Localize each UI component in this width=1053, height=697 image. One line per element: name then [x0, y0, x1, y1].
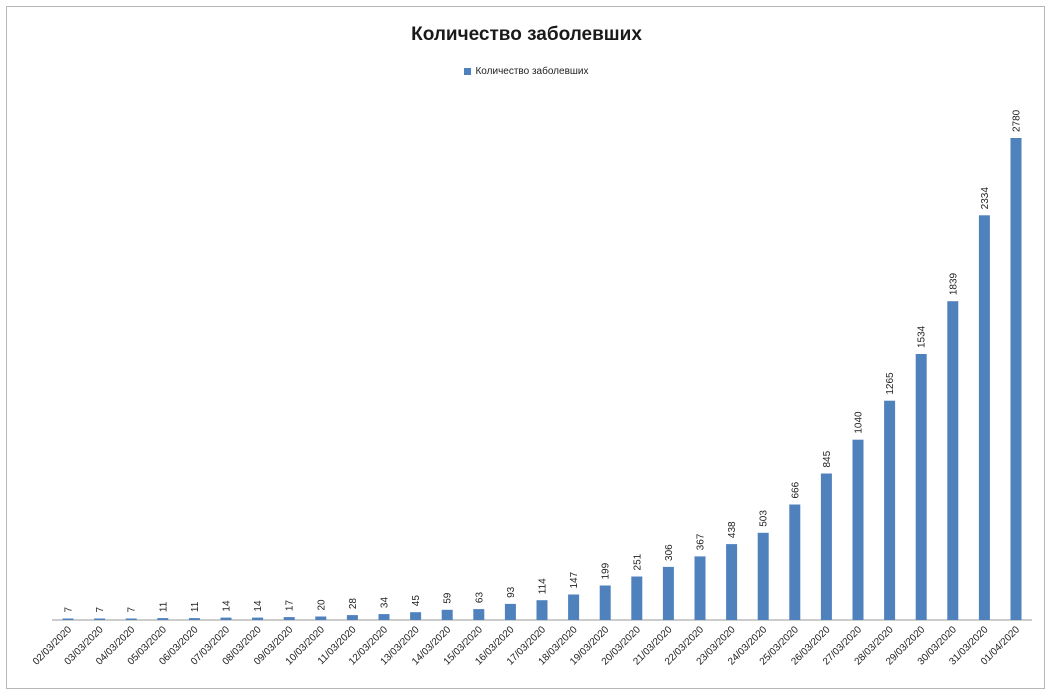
bar-12/03/2020 [378, 614, 390, 620]
bar-23/03/2020 [726, 544, 738, 620]
bar-10/03/2020 [315, 616, 327, 620]
data-label-03/03/2020: 7 [95, 607, 106, 613]
data-label-04/03/2020: 7 [127, 607, 138, 613]
bar-29/03/2020 [915, 354, 927, 620]
bar-28/03/2020 [884, 400, 896, 620]
data-label-18/03/2020: 147 [569, 571, 580, 588]
bar-01/04/2020 [1010, 138, 1022, 620]
data-label-22/03/2020: 367 [696, 533, 707, 550]
data-label-14/03/2020: 59 [443, 592, 454, 604]
bar-08/03/2020 [252, 617, 264, 620]
chart-legend: Количество заболевших [0, 66, 1053, 77]
data-label-24/03/2020: 503 [759, 510, 770, 527]
bar-20/03/2020 [631, 576, 643, 620]
data-label-25/03/2020: 666 [790, 481, 801, 498]
data-label-16/03/2020: 93 [506, 586, 517, 598]
data-label-08/03/2020: 14 [253, 600, 264, 612]
chart-frame [6, 6, 1045, 689]
bar-13/03/2020 [410, 612, 422, 620]
bar-24/03/2020 [757, 532, 769, 620]
data-label-31/03/2020: 2334 [980, 187, 991, 210]
data-label-29/03/2020: 1534 [917, 325, 928, 348]
legend-entry: Количество заболевших [475, 66, 589, 77]
bar-26/03/2020 [820, 473, 832, 620]
data-label-19/03/2020: 199 [601, 562, 612, 579]
bar-04/03/2020 [125, 618, 137, 620]
chart-title: Количество заболевших [411, 24, 642, 45]
bar-06/03/2020 [188, 618, 200, 620]
bar-07/03/2020 [220, 617, 232, 620]
data-label-26/03/2020: 845 [822, 450, 833, 467]
data-label-23/03/2020: 438 [727, 521, 738, 538]
bar-05/03/2020 [157, 618, 169, 620]
bar-30/03/2020 [947, 301, 959, 620]
bar-11/03/2020 [346, 615, 358, 620]
data-label-20/03/2020: 251 [632, 553, 643, 570]
data-label-30/03/2020: 1839 [948, 272, 959, 295]
bar-19/03/2020 [599, 585, 611, 620]
bar-14/03/2020 [441, 609, 453, 620]
bar-03/03/2020 [94, 618, 106, 620]
bar-17/03/2020 [536, 600, 548, 620]
data-label-01/04/2020: 2780 [1012, 109, 1023, 132]
bar-21/03/2020 [662, 566, 674, 620]
data-label-10/03/2020: 20 [316, 599, 327, 611]
bar-18/03/2020 [568, 594, 580, 620]
data-label-12/03/2020: 34 [380, 597, 391, 609]
data-label-28/03/2020: 1265 [885, 372, 896, 395]
legend-swatch [464, 68, 472, 75]
data-label-06/03/2020: 11 [190, 601, 201, 612]
data-label-15/03/2020: 63 [474, 592, 485, 604]
data-label-02/03/2020: 7 [64, 607, 75, 613]
data-label-17/03/2020: 114 [538, 578, 549, 594]
data-label-27/03/2020: 1040 [854, 411, 865, 434]
data-label-07/03/2020: 14 [222, 600, 233, 612]
bar-02/03/2020 [62, 618, 74, 620]
data-label-05/03/2020: 11 [158, 601, 169, 612]
data-label-21/03/2020: 306 [664, 544, 675, 561]
bar-16/03/2020 [504, 603, 516, 620]
bar-25/03/2020 [789, 504, 801, 620]
bar-09/03/2020 [283, 617, 295, 620]
bar-31/03/2020 [978, 215, 990, 621]
data-label-09/03/2020: 17 [285, 599, 296, 611]
bar-15/03/2020 [473, 609, 485, 620]
bar-27/03/2020 [852, 439, 864, 620]
bar-22/03/2020 [694, 556, 706, 620]
data-label-13/03/2020: 45 [411, 595, 422, 607]
data-label-11/03/2020: 28 [348, 598, 359, 610]
